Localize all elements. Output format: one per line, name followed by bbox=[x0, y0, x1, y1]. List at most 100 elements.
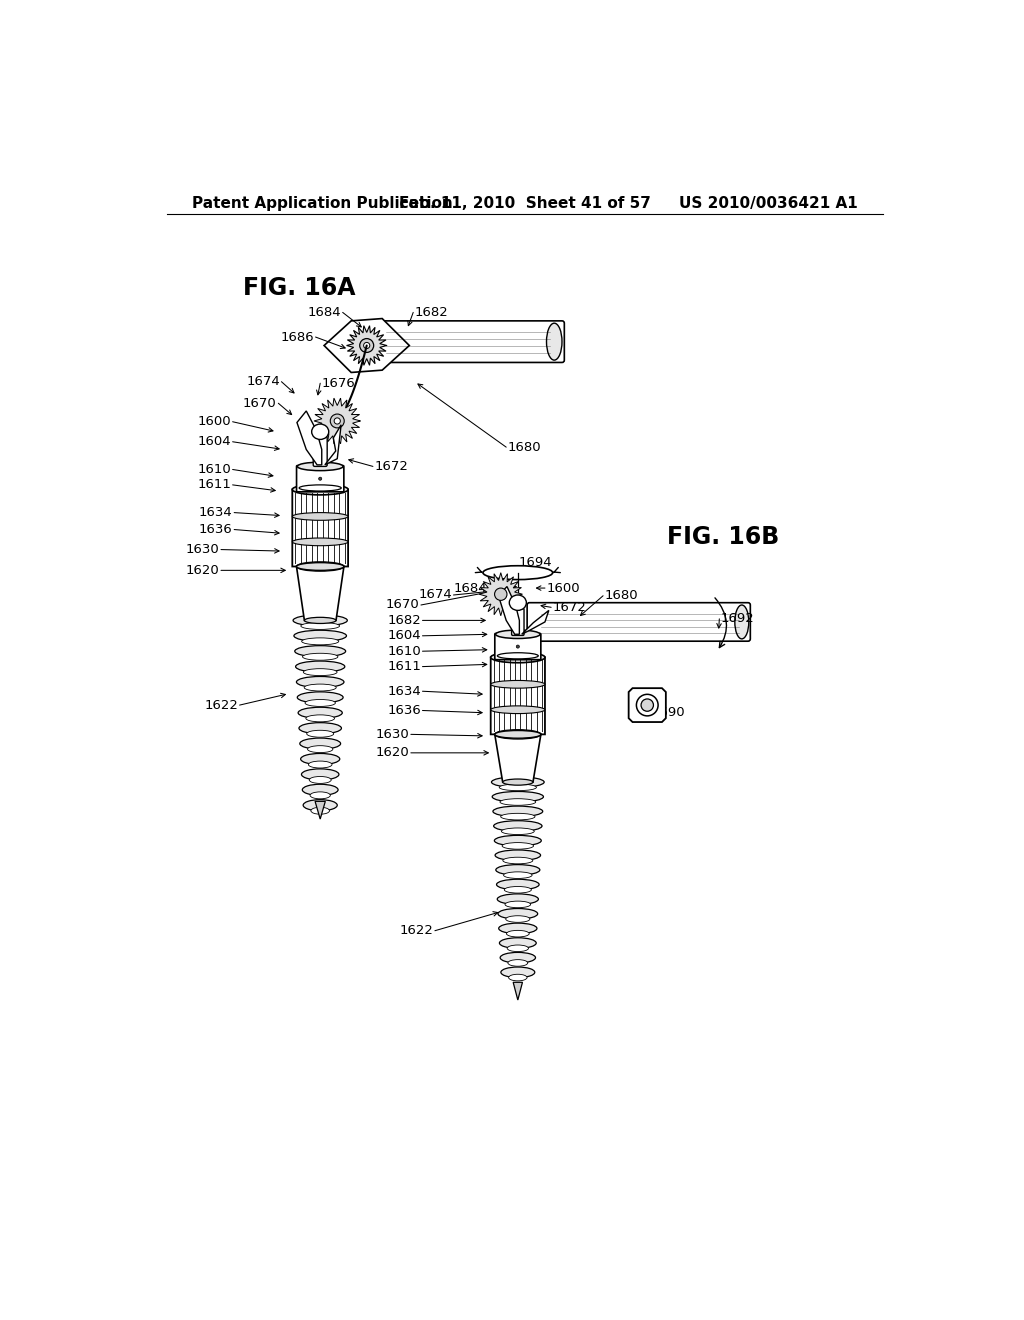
Ellipse shape bbox=[509, 595, 526, 610]
Ellipse shape bbox=[334, 418, 340, 424]
Ellipse shape bbox=[499, 923, 537, 933]
Polygon shape bbox=[346, 326, 387, 366]
Text: 1682: 1682 bbox=[415, 306, 449, 319]
FancyBboxPatch shape bbox=[512, 609, 524, 635]
Ellipse shape bbox=[641, 700, 653, 711]
Ellipse shape bbox=[318, 478, 322, 480]
Ellipse shape bbox=[502, 842, 534, 849]
Ellipse shape bbox=[498, 908, 538, 919]
Ellipse shape bbox=[295, 645, 346, 657]
Ellipse shape bbox=[495, 836, 542, 846]
Text: 1684: 1684 bbox=[307, 306, 341, 319]
Ellipse shape bbox=[298, 708, 342, 718]
Ellipse shape bbox=[636, 694, 658, 715]
FancyBboxPatch shape bbox=[490, 657, 545, 734]
Ellipse shape bbox=[294, 630, 346, 642]
Ellipse shape bbox=[490, 681, 545, 688]
Ellipse shape bbox=[297, 562, 344, 570]
Ellipse shape bbox=[516, 645, 519, 648]
Ellipse shape bbox=[300, 738, 341, 750]
Ellipse shape bbox=[500, 953, 536, 962]
Text: 1690: 1690 bbox=[651, 706, 685, 719]
Ellipse shape bbox=[503, 779, 532, 785]
Text: 1670: 1670 bbox=[243, 397, 276, 409]
Ellipse shape bbox=[311, 808, 330, 814]
Ellipse shape bbox=[490, 706, 545, 714]
Polygon shape bbox=[297, 411, 322, 465]
FancyBboxPatch shape bbox=[313, 437, 328, 466]
Ellipse shape bbox=[735, 605, 749, 639]
Text: 1674: 1674 bbox=[418, 589, 452, 602]
Ellipse shape bbox=[299, 722, 341, 734]
Ellipse shape bbox=[304, 684, 336, 690]
Ellipse shape bbox=[494, 821, 542, 832]
Text: 1600: 1600 bbox=[547, 582, 581, 594]
Ellipse shape bbox=[500, 784, 537, 791]
Ellipse shape bbox=[505, 902, 530, 908]
Text: 1611: 1611 bbox=[387, 660, 421, 673]
Ellipse shape bbox=[292, 484, 348, 495]
Text: 1684: 1684 bbox=[454, 582, 486, 594]
FancyBboxPatch shape bbox=[292, 490, 348, 566]
Ellipse shape bbox=[504, 887, 531, 894]
Text: 1622: 1622 bbox=[204, 698, 238, 711]
Text: US 2010/0036421 A1: US 2010/0036421 A1 bbox=[679, 195, 858, 211]
Text: 1672: 1672 bbox=[553, 601, 587, 614]
Ellipse shape bbox=[303, 669, 337, 676]
Ellipse shape bbox=[495, 730, 541, 738]
Ellipse shape bbox=[364, 342, 370, 348]
Ellipse shape bbox=[496, 865, 540, 875]
Text: 1630: 1630 bbox=[376, 727, 410, 741]
Text: 1686: 1686 bbox=[281, 330, 314, 343]
Ellipse shape bbox=[493, 807, 543, 817]
Ellipse shape bbox=[302, 784, 338, 796]
Text: 1680: 1680 bbox=[604, 589, 638, 602]
Text: 1604: 1604 bbox=[198, 436, 231, 449]
Polygon shape bbox=[325, 425, 341, 465]
Ellipse shape bbox=[296, 661, 345, 672]
Ellipse shape bbox=[359, 339, 374, 352]
Polygon shape bbox=[315, 801, 326, 818]
Ellipse shape bbox=[492, 777, 544, 787]
Ellipse shape bbox=[292, 539, 348, 545]
Ellipse shape bbox=[503, 857, 532, 863]
Text: Patent Application Publication: Patent Application Publication bbox=[191, 195, 453, 211]
FancyBboxPatch shape bbox=[297, 466, 344, 492]
Polygon shape bbox=[314, 399, 360, 444]
Ellipse shape bbox=[296, 676, 344, 688]
Ellipse shape bbox=[501, 968, 535, 978]
Ellipse shape bbox=[302, 638, 339, 644]
Ellipse shape bbox=[297, 462, 343, 471]
FancyBboxPatch shape bbox=[527, 603, 751, 642]
Ellipse shape bbox=[497, 879, 539, 890]
Text: 1692: 1692 bbox=[721, 612, 755, 626]
Ellipse shape bbox=[490, 652, 545, 663]
Ellipse shape bbox=[292, 512, 348, 520]
Text: FIG. 16A: FIG. 16A bbox=[243, 276, 355, 300]
Ellipse shape bbox=[304, 618, 336, 623]
Ellipse shape bbox=[305, 700, 336, 706]
Ellipse shape bbox=[306, 715, 335, 722]
Text: 1682: 1682 bbox=[387, 614, 421, 627]
Ellipse shape bbox=[331, 414, 344, 428]
Text: 1630: 1630 bbox=[185, 543, 219, 556]
Text: Feb. 11, 2010  Sheet 41 of 57: Feb. 11, 2010 Sheet 41 of 57 bbox=[399, 195, 650, 211]
Ellipse shape bbox=[504, 871, 532, 878]
Text: 1620: 1620 bbox=[185, 564, 219, 577]
Text: FIG. 16B: FIG. 16B bbox=[667, 525, 779, 549]
Ellipse shape bbox=[502, 828, 535, 834]
Ellipse shape bbox=[495, 589, 507, 601]
Ellipse shape bbox=[297, 692, 343, 704]
Polygon shape bbox=[479, 573, 522, 615]
Ellipse shape bbox=[547, 323, 562, 360]
Text: 1620: 1620 bbox=[376, 746, 410, 759]
Ellipse shape bbox=[308, 762, 332, 768]
Polygon shape bbox=[499, 586, 519, 635]
Ellipse shape bbox=[307, 746, 333, 752]
Ellipse shape bbox=[297, 562, 344, 572]
Text: 1670: 1670 bbox=[386, 598, 420, 611]
Ellipse shape bbox=[301, 754, 340, 764]
Text: 1634: 1634 bbox=[387, 685, 421, 698]
Ellipse shape bbox=[302, 653, 338, 660]
Ellipse shape bbox=[509, 974, 527, 981]
